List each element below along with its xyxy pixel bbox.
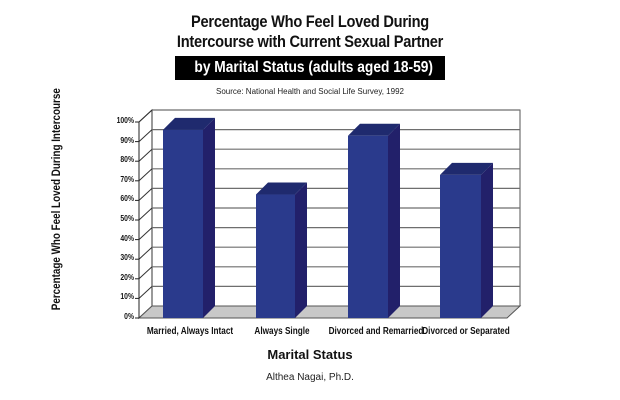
bar-side	[295, 182, 307, 318]
subtitle-text: by Marital Status (adults aged 18-59)	[194, 59, 433, 76]
gridline-side	[138, 148, 153, 162]
y-tick-label: 30%	[120, 253, 134, 263]
bar-2	[256, 194, 295, 318]
source-note: Source: National Health and Social Life …	[216, 87, 404, 96]
bar-4	[440, 174, 481, 318]
author-credit: Althea Nagai, Ph.D.	[266, 372, 354, 383]
gridline-side	[138, 286, 153, 299]
bar-3	[348, 135, 388, 318]
gridline-side	[138, 246, 153, 260]
y-tick-label: 40%	[120, 233, 134, 243]
y-tick-label: 60%	[120, 194, 134, 204]
y-tick-label: 10%	[120, 292, 134, 302]
x-category-label: Divorced or Separated	[422, 326, 510, 337]
x-category-label: Married, Always Intact	[146, 326, 234, 337]
chart-title-line1: Percentage Who Feel Loved During	[191, 12, 429, 31]
bar-1	[163, 129, 203, 318]
y-tick-label: 0%	[124, 312, 134, 321]
x-category-label: Always Single	[254, 326, 310, 337]
gridline-side	[138, 129, 153, 142]
chart-title-line2: Intercourse with Current Sexual Partner	[176, 32, 444, 51]
bar-top	[256, 182, 307, 195]
y-tick-label: 100%	[116, 116, 134, 125]
bar-side	[388, 123, 400, 318]
bar-top	[440, 162, 493, 175]
bar-top	[163, 117, 215, 130]
y-axis-label: Percentage Who Feel Loved During Interco…	[49, 88, 63, 311]
bar-side	[481, 162, 493, 318]
bar-top	[348, 123, 400, 136]
gridline-side	[138, 188, 153, 201]
subtitle-banner: by Marital Status (adults aged 18-59)	[175, 56, 445, 80]
bar-side	[203, 117, 215, 318]
y-tick-label: 80%	[120, 155, 134, 165]
y-tick-label: 90%	[120, 135, 134, 145]
gridline-side	[138, 266, 153, 280]
gridline-side	[138, 168, 153, 182]
y-tick-label: 20%	[120, 272, 134, 282]
y-tick-label: 50%	[120, 214, 134, 223]
x-category-label: Divorced and Remarried	[328, 326, 424, 337]
gridline-side	[138, 227, 153, 240]
gridline-side	[138, 109, 153, 123]
x-axis-label: Marital Status	[267, 347, 353, 362]
y-tick-label: 70%	[120, 174, 134, 184]
gridline-side	[138, 207, 153, 221]
